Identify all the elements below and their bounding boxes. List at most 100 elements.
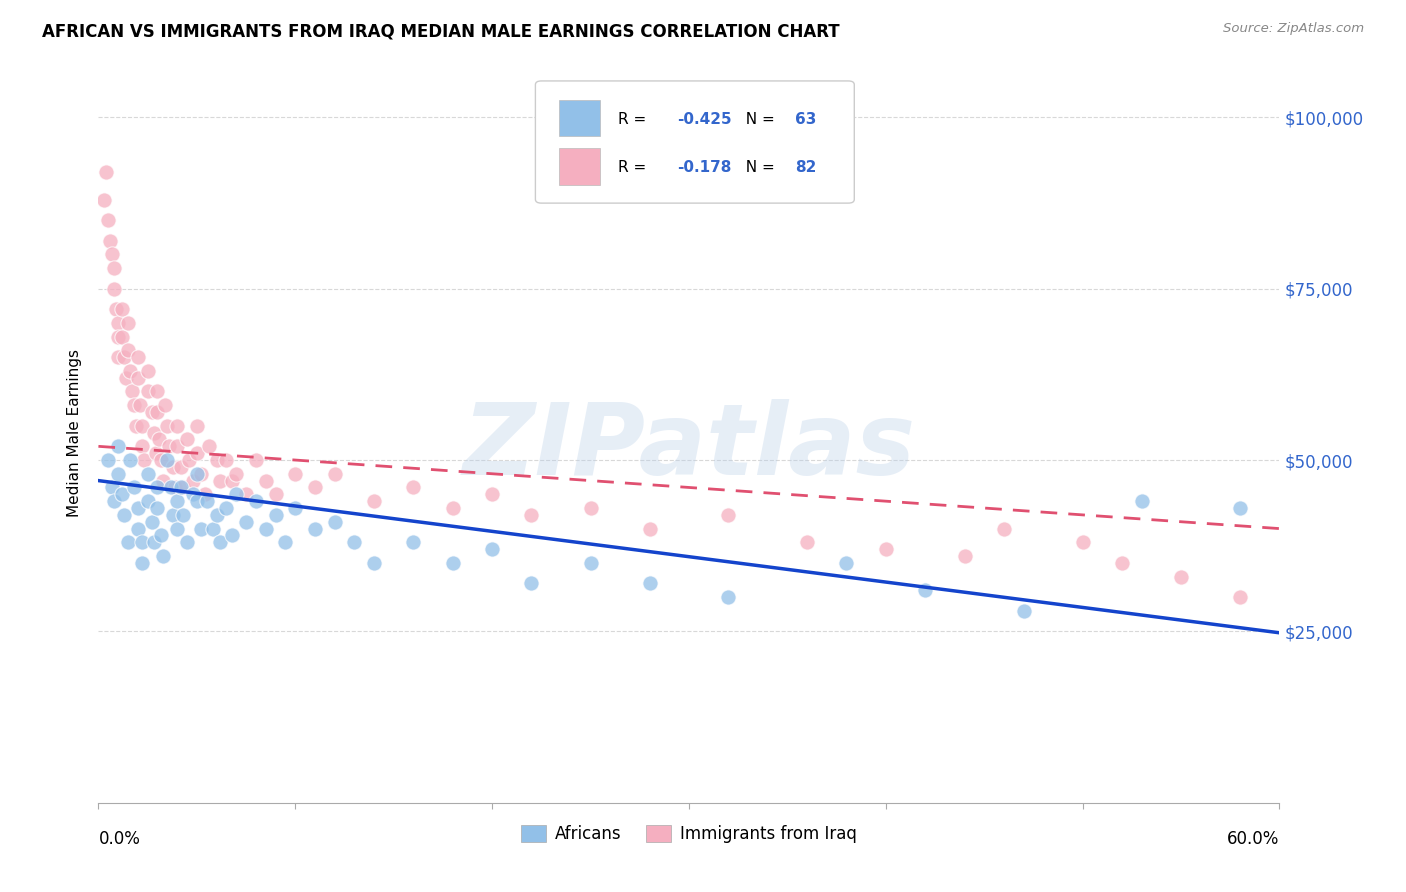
Point	[245, 494, 267, 508]
Text: 0.0%: 0.0%	[98, 830, 141, 847]
Point	[579, 501, 602, 516]
Point	[118, 453, 141, 467]
Text: -0.178: -0.178	[678, 160, 731, 175]
Point	[481, 542, 503, 557]
Point	[107, 439, 129, 453]
Point	[156, 453, 179, 467]
Text: 60.0%: 60.0%	[1227, 830, 1279, 847]
Point	[131, 556, 153, 570]
Point	[117, 535, 139, 549]
Point	[579, 556, 602, 570]
Point	[115, 371, 138, 385]
Point	[186, 418, 208, 433]
Point	[363, 494, 385, 508]
Point	[638, 522, 661, 536]
Text: AFRICAN VS IMMIGRANTS FROM IRAQ MEDIAN MALE EARNINGS CORRELATION CHART: AFRICAN VS IMMIGRANTS FROM IRAQ MEDIAN M…	[42, 22, 839, 40]
Point	[717, 508, 740, 522]
Point	[103, 494, 125, 508]
Point	[157, 439, 180, 453]
Text: N =: N =	[737, 112, 780, 127]
Point	[170, 459, 193, 474]
Point	[98, 234, 121, 248]
Point	[323, 467, 346, 481]
Legend: Africans, Immigrants from Iraq: Africans, Immigrants from Iraq	[515, 819, 863, 850]
Point	[101, 247, 124, 261]
Point	[209, 535, 232, 549]
Point	[835, 556, 858, 570]
Point	[152, 474, 174, 488]
Point	[131, 418, 153, 433]
Point	[221, 474, 243, 488]
Point	[264, 508, 287, 522]
Point	[402, 535, 425, 549]
Point	[146, 405, 169, 419]
Point	[520, 576, 543, 591]
Point	[181, 474, 204, 488]
Text: 82: 82	[796, 160, 817, 175]
Point	[166, 522, 188, 536]
Text: Source: ZipAtlas.com: Source: ZipAtlas.com	[1223, 22, 1364, 36]
Point	[122, 398, 145, 412]
Point	[1012, 604, 1035, 618]
Point	[148, 433, 170, 447]
FancyBboxPatch shape	[560, 148, 600, 185]
Point	[172, 480, 194, 494]
Point	[796, 535, 818, 549]
Point	[274, 535, 297, 549]
Point	[205, 508, 228, 522]
Point	[205, 453, 228, 467]
Text: 63: 63	[796, 112, 817, 127]
Point	[107, 329, 129, 343]
Point	[142, 425, 165, 440]
Text: -0.425: -0.425	[678, 112, 731, 127]
Point	[254, 522, 277, 536]
Point	[264, 487, 287, 501]
Point	[150, 453, 173, 467]
Point	[107, 350, 129, 364]
Point	[132, 453, 155, 467]
Point	[201, 522, 224, 536]
FancyBboxPatch shape	[560, 100, 600, 136]
Point	[215, 453, 238, 467]
Point	[146, 384, 169, 399]
Point	[127, 501, 149, 516]
Point	[323, 515, 346, 529]
Point	[146, 480, 169, 494]
Point	[284, 467, 307, 481]
Point	[150, 528, 173, 542]
Point	[176, 433, 198, 447]
Point	[155, 398, 177, 412]
Point	[215, 501, 238, 516]
Point	[177, 453, 200, 467]
Point	[141, 405, 163, 419]
Point	[97, 213, 120, 227]
Point	[481, 487, 503, 501]
Point	[197, 439, 219, 453]
Point	[121, 384, 143, 399]
Text: R =: R =	[619, 160, 651, 175]
Point	[1229, 590, 1251, 604]
Point	[186, 494, 208, 508]
Point	[235, 515, 257, 529]
Point	[993, 522, 1015, 536]
Point	[145, 446, 167, 460]
Point	[112, 350, 135, 364]
Point	[1170, 569, 1192, 583]
Point	[112, 508, 135, 522]
Point	[142, 535, 165, 549]
Point	[520, 508, 543, 522]
Point	[638, 576, 661, 591]
Point	[343, 535, 366, 549]
Point	[195, 494, 218, 508]
Point	[1229, 501, 1251, 516]
Point	[160, 480, 183, 494]
Point	[402, 480, 425, 494]
Point	[156, 418, 179, 433]
Point	[136, 494, 159, 508]
Point	[146, 501, 169, 516]
Point	[176, 535, 198, 549]
Point	[166, 494, 188, 508]
Point	[152, 549, 174, 563]
Point	[441, 501, 464, 516]
Point	[181, 487, 204, 501]
